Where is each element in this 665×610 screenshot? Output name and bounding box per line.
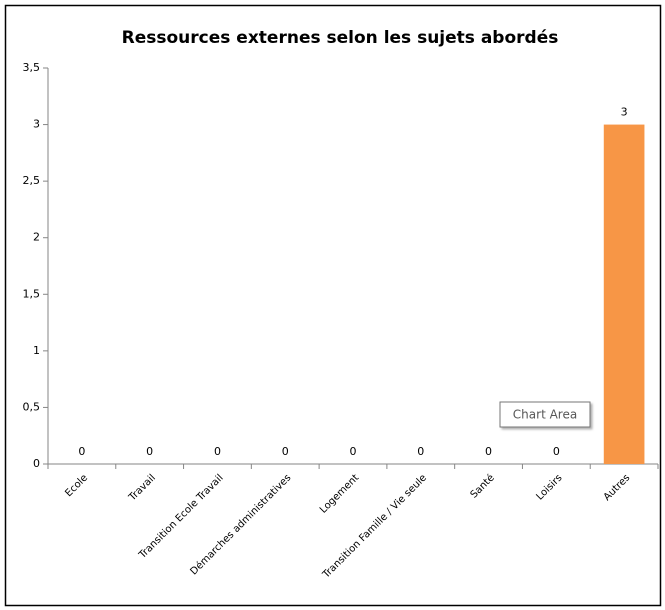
bar [603,124,645,465]
y-tick-label: 3 [33,118,40,131]
chart-title: Ressources externes selon les sujets abo… [122,28,559,48]
y-tick-label: 1,5 [23,287,41,300]
tooltip: Chart Area [499,401,591,428]
chart-border [4,4,662,607]
value-label: 0 [350,445,357,458]
y-tick-label: 2 [33,231,40,244]
y-tick-label: 3,5 [23,61,41,74]
value-label: 0 [553,445,560,458]
y-tick-label: 0,5 [23,400,41,413]
value-label: 0 [146,445,153,458]
value-label: 0 [78,445,85,458]
value-label: 0 [417,445,424,458]
value-label: 3 [621,106,628,119]
y-tick-label: 2,5 [23,174,41,187]
value-label: 0 [214,445,221,458]
value-label: 0 [485,445,492,458]
value-label: 0 [282,445,289,458]
tooltip-text: Chart Area [513,408,577,422]
y-tick-label: 0 [33,457,40,470]
y-tick-label: 1 [33,344,40,357]
tooltip-box [499,401,591,428]
